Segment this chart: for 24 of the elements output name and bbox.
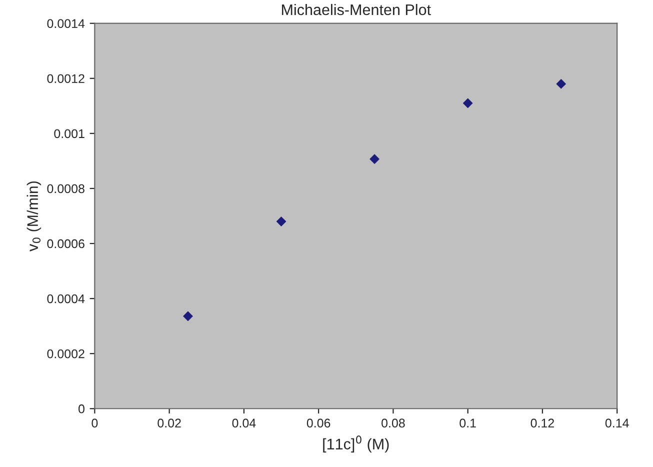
x-tick-label: 0.1	[460, 418, 476, 428]
point	[183, 311, 193, 322]
y-tick-label: 0.0006	[47, 239, 84, 248]
point	[370, 154, 380, 164]
y-tick-label: 0	[78, 404, 84, 414]
y-tick-label: 0.0014	[47, 19, 85, 28]
y-tick-label: 0.001	[54, 129, 84, 138]
y-tick-label: 0.0012	[47, 74, 84, 84]
x-tick-label: 0.08	[382, 418, 405, 428]
x-tick-label: 0.12	[530, 418, 554, 428]
x-tick-label: 0.02	[158, 418, 181, 428]
x-axis-title: [11c]$^{0}$ (M)	[323, 436, 389, 453]
x-tick-label: 0.04	[232, 418, 256, 428]
y-tick-label: 0.0008	[47, 184, 84, 194]
chart-title: Michaelis-Menten Plot	[282, 4, 431, 16]
y-axis-title: v$_{0}$ (M/min)	[26, 181, 42, 252]
y-tick-label: 0.0002	[47, 349, 84, 358]
x-tick-label: 0.14	[605, 418, 629, 428]
x-tick-label: 0.06	[306, 418, 330, 428]
point	[276, 216, 286, 226]
y-tick-label: 0.0004	[47, 294, 85, 304]
point	[462, 98, 473, 108]
x-tick-label: 0	[92, 418, 98, 428]
point	[556, 79, 566, 89]
